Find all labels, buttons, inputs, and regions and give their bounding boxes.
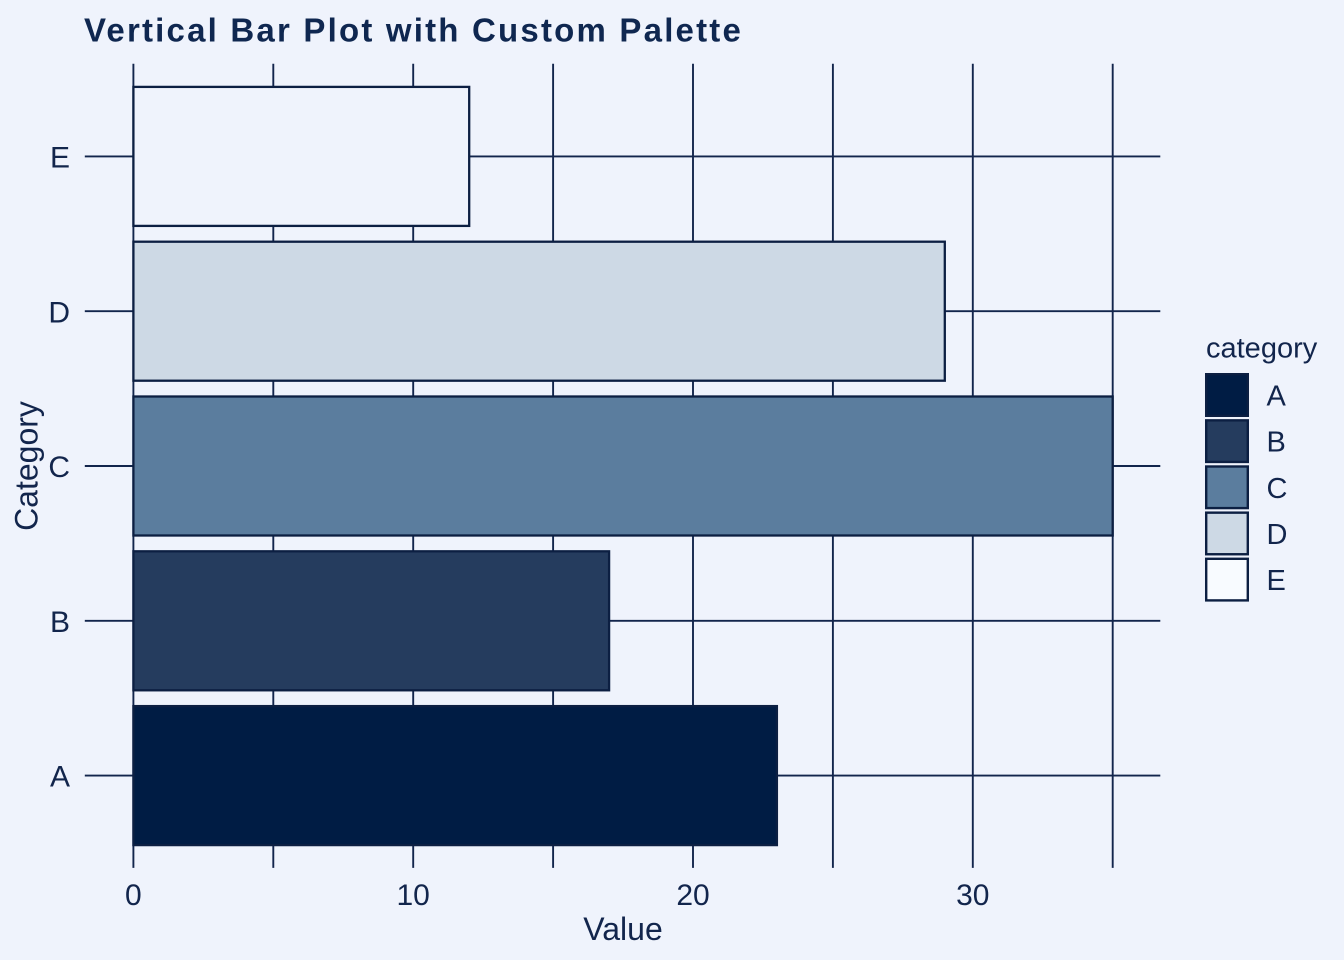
svg-text:0: 0 (125, 879, 142, 912)
svg-text:30: 30 (956, 879, 989, 912)
svg-text:E: E (50, 142, 70, 175)
svg-text:B: B (1267, 427, 1286, 459)
svg-text:10: 10 (397, 879, 430, 912)
svg-text:D: D (48, 296, 70, 329)
svg-text:Vertical Bar Plot with Custom: Vertical Bar Plot with Custom Palette (84, 12, 743, 49)
svg-text:A: A (50, 761, 70, 794)
svg-text:Value: Value (583, 911, 662, 947)
svg-text:D: D (1267, 519, 1288, 551)
svg-text:C: C (1267, 473, 1288, 505)
svg-text:category: category (1206, 333, 1318, 365)
svg-text:A: A (1267, 381, 1287, 413)
svg-text:B: B (50, 606, 70, 639)
svg-text:E: E (1267, 565, 1286, 597)
svg-text:20: 20 (676, 879, 709, 912)
svg-text:C: C (48, 451, 70, 484)
svg-text:Category: Category (9, 401, 45, 531)
